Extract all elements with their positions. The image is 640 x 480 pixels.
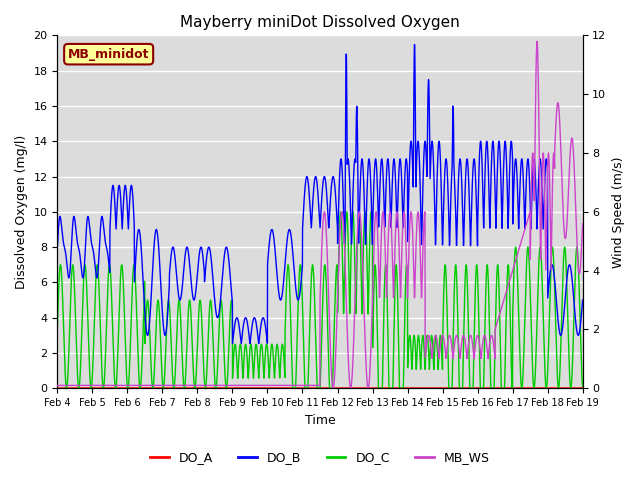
DO_C — [512, 246, 520, 252]
MB_WS — [569, 138, 577, 144]
DO_B — [113, 200, 121, 206]
MB_WS — [113, 383, 121, 388]
DO_A — [568, 385, 576, 391]
MB_WS — [364, 385, 372, 391]
MB_WS — [278, 383, 285, 388]
DO_A — [278, 385, 285, 391]
DO_A — [579, 385, 586, 391]
Legend: DO_A, DO_B, DO_C, MB_WS: DO_A, DO_B, DO_C, MB_WS — [145, 446, 495, 469]
MB_WS — [579, 221, 586, 227]
DO_A — [512, 385, 520, 391]
DO_A — [255, 385, 262, 391]
Title: Mayberry miniDot Dissolved Oxygen: Mayberry miniDot Dissolved Oxygen — [180, 15, 460, 30]
DO_B — [255, 339, 263, 345]
MB_WS — [54, 383, 61, 388]
MB_WS — [512, 257, 520, 263]
MB_WS — [533, 38, 541, 44]
DO_A — [145, 385, 152, 391]
DO_B — [569, 282, 577, 288]
DO_C — [579, 384, 586, 389]
DO_B — [145, 330, 152, 336]
DO_C — [278, 345, 285, 351]
Text: MB_minidot: MB_minidot — [68, 48, 149, 60]
DO_C — [569, 357, 577, 362]
DO_B — [278, 294, 285, 300]
DO_A — [113, 385, 121, 391]
DO_B — [228, 341, 236, 347]
DO_C — [255, 375, 262, 381]
DO_B — [512, 157, 520, 163]
Line: DO_B: DO_B — [58, 45, 582, 344]
Line: DO_C: DO_C — [58, 212, 582, 388]
X-axis label: Time: Time — [305, 414, 335, 427]
DO_A — [54, 385, 61, 391]
Y-axis label: Wind Speed (m/s): Wind Speed (m/s) — [612, 156, 625, 267]
DO_B — [579, 297, 586, 303]
DO_C — [289, 385, 296, 391]
MB_WS — [255, 383, 262, 388]
DO_B — [411, 42, 419, 48]
DO_C — [54, 324, 61, 329]
MB_WS — [145, 383, 152, 388]
DO_C — [145, 303, 152, 309]
DO_B — [54, 244, 61, 250]
DO_C — [113, 364, 121, 370]
Y-axis label: Dissolved Oxygen (mg/l): Dissolved Oxygen (mg/l) — [15, 135, 28, 289]
Line: MB_WS: MB_WS — [58, 41, 582, 388]
DO_C — [337, 209, 344, 215]
